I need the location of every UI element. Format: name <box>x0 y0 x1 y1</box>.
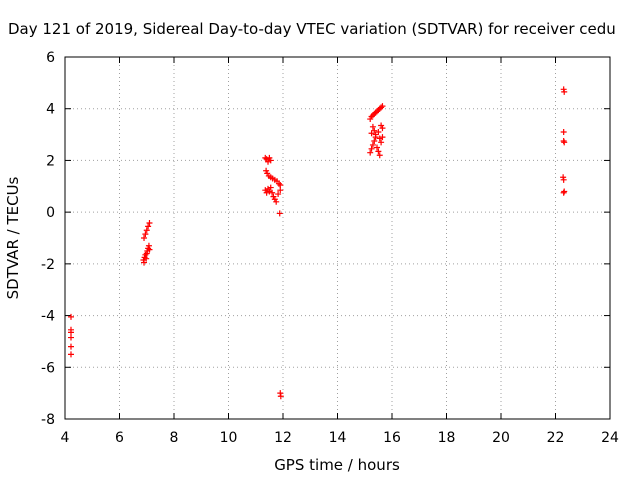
data-point <box>560 128 567 135</box>
y-tick-label: -6 <box>41 360 55 376</box>
x-tick-label: 10 <box>220 430 238 446</box>
data-point <box>141 259 148 266</box>
data-point <box>369 141 376 148</box>
data-point <box>561 88 568 95</box>
data-point <box>67 313 74 320</box>
data-point <box>371 138 378 145</box>
data-points <box>67 86 568 400</box>
x-tick-label: 4 <box>61 430 70 446</box>
data-point <box>142 231 149 238</box>
x-axis-label: GPS time / hours <box>274 456 400 474</box>
data-point <box>141 235 148 241</box>
data-point <box>375 148 382 155</box>
data-point <box>145 223 152 230</box>
data-point <box>378 139 385 146</box>
x-tick-label: 14 <box>329 430 347 446</box>
data-point <box>379 134 386 141</box>
data-point <box>275 180 282 187</box>
x-tick-label: 12 <box>274 430 292 446</box>
x-tick-label: 24 <box>601 430 619 446</box>
data-point <box>277 187 284 194</box>
y-tick-label: -4 <box>41 309 55 325</box>
y-tick-label: -2 <box>41 257 55 273</box>
data-point <box>560 176 567 183</box>
data-point <box>265 158 272 165</box>
y-axis-label: SDTVAR / TECUs <box>4 176 22 299</box>
y-tick-label: 2 <box>46 153 55 169</box>
data-point <box>367 149 374 156</box>
y-tick-label: 4 <box>46 102 55 118</box>
data-point <box>561 139 568 146</box>
data-point <box>378 104 385 111</box>
data-point <box>67 329 74 336</box>
x-tick-label: 22 <box>547 430 565 446</box>
x-axis-ticks: 4 6 8 10 12 14 16 18 20 22 24 <box>61 57 619 446</box>
x-tick-label: 18 <box>438 430 456 446</box>
data-point <box>277 393 284 400</box>
y-axis-ticks: -8 -6 -4 -2 0 2 4 6 <box>41 50 610 428</box>
data-point <box>368 145 375 152</box>
data-point <box>67 343 74 350</box>
data-point <box>146 246 153 253</box>
x-tick-label: 20 <box>492 430 510 446</box>
data-point <box>374 144 381 151</box>
data-point <box>67 351 74 358</box>
data-point <box>276 210 283 217</box>
data-point <box>143 227 150 234</box>
data-point <box>376 152 383 159</box>
x-tick-label: 16 <box>383 430 401 446</box>
data-point <box>267 184 274 191</box>
grid <box>65 57 610 419</box>
x-tick-label: 8 <box>170 430 179 446</box>
data-point <box>371 127 378 134</box>
x-tick-label: 6 <box>115 430 124 446</box>
data-point <box>142 251 149 258</box>
data-point <box>266 188 273 195</box>
data-point <box>267 157 274 164</box>
y-tick-label: 6 <box>46 50 55 66</box>
data-point <box>275 191 282 198</box>
data-point <box>269 189 276 196</box>
data-point <box>561 188 568 195</box>
data-point <box>379 103 386 110</box>
y-tick-label: -8 <box>41 412 55 428</box>
data-point <box>375 128 382 135</box>
data-point <box>143 255 150 262</box>
data-point <box>273 198 280 205</box>
data-point <box>376 135 383 142</box>
chart-title: Day 121 of 2019, Sidereal Day-to-day VTE… <box>8 20 616 38</box>
data-point <box>67 334 74 341</box>
data-point <box>263 189 270 196</box>
data-point <box>379 125 386 132</box>
y-tick-label: 0 <box>46 205 55 221</box>
data-point <box>369 123 376 130</box>
data-point <box>277 181 284 188</box>
data-point <box>146 220 153 227</box>
